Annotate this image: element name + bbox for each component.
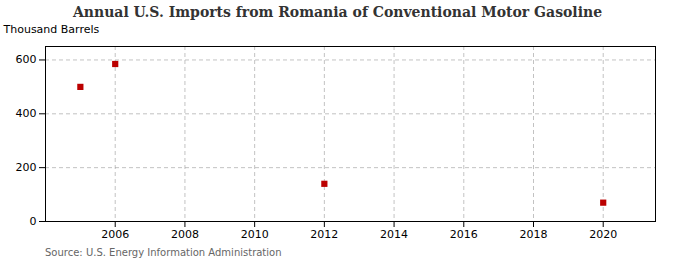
svg-text:200: 200 [16, 161, 37, 174]
html-text:Source: U.S. Energy Informatio: Source: U.S. Energy Information Administ… [45, 247, 282, 258]
svg-text:2018: 2018 [520, 228, 548, 241]
svg-text:Thousand Barrels: Thousand Barrels [3, 23, 100, 36]
svg-text:0: 0 [30, 215, 37, 228]
svg-text:2012: 2012 [310, 228, 338, 241]
svg-text:2014: 2014 [380, 228, 408, 241]
svg-text:400: 400 [16, 107, 37, 120]
svg-text:2010: 2010 [241, 228, 269, 241]
svg-text:2006: 2006 [101, 228, 129, 241]
svg-text:2020: 2020 [589, 228, 617, 241]
svg-text:2016: 2016 [450, 228, 478, 241]
html-text:Annual U.S. Imports from Roman: Annual U.S. Imports from Romania of Conv… [72, 4, 603, 20]
svg-text:2008: 2008 [171, 228, 199, 241]
svg-text:600: 600 [16, 53, 37, 66]
